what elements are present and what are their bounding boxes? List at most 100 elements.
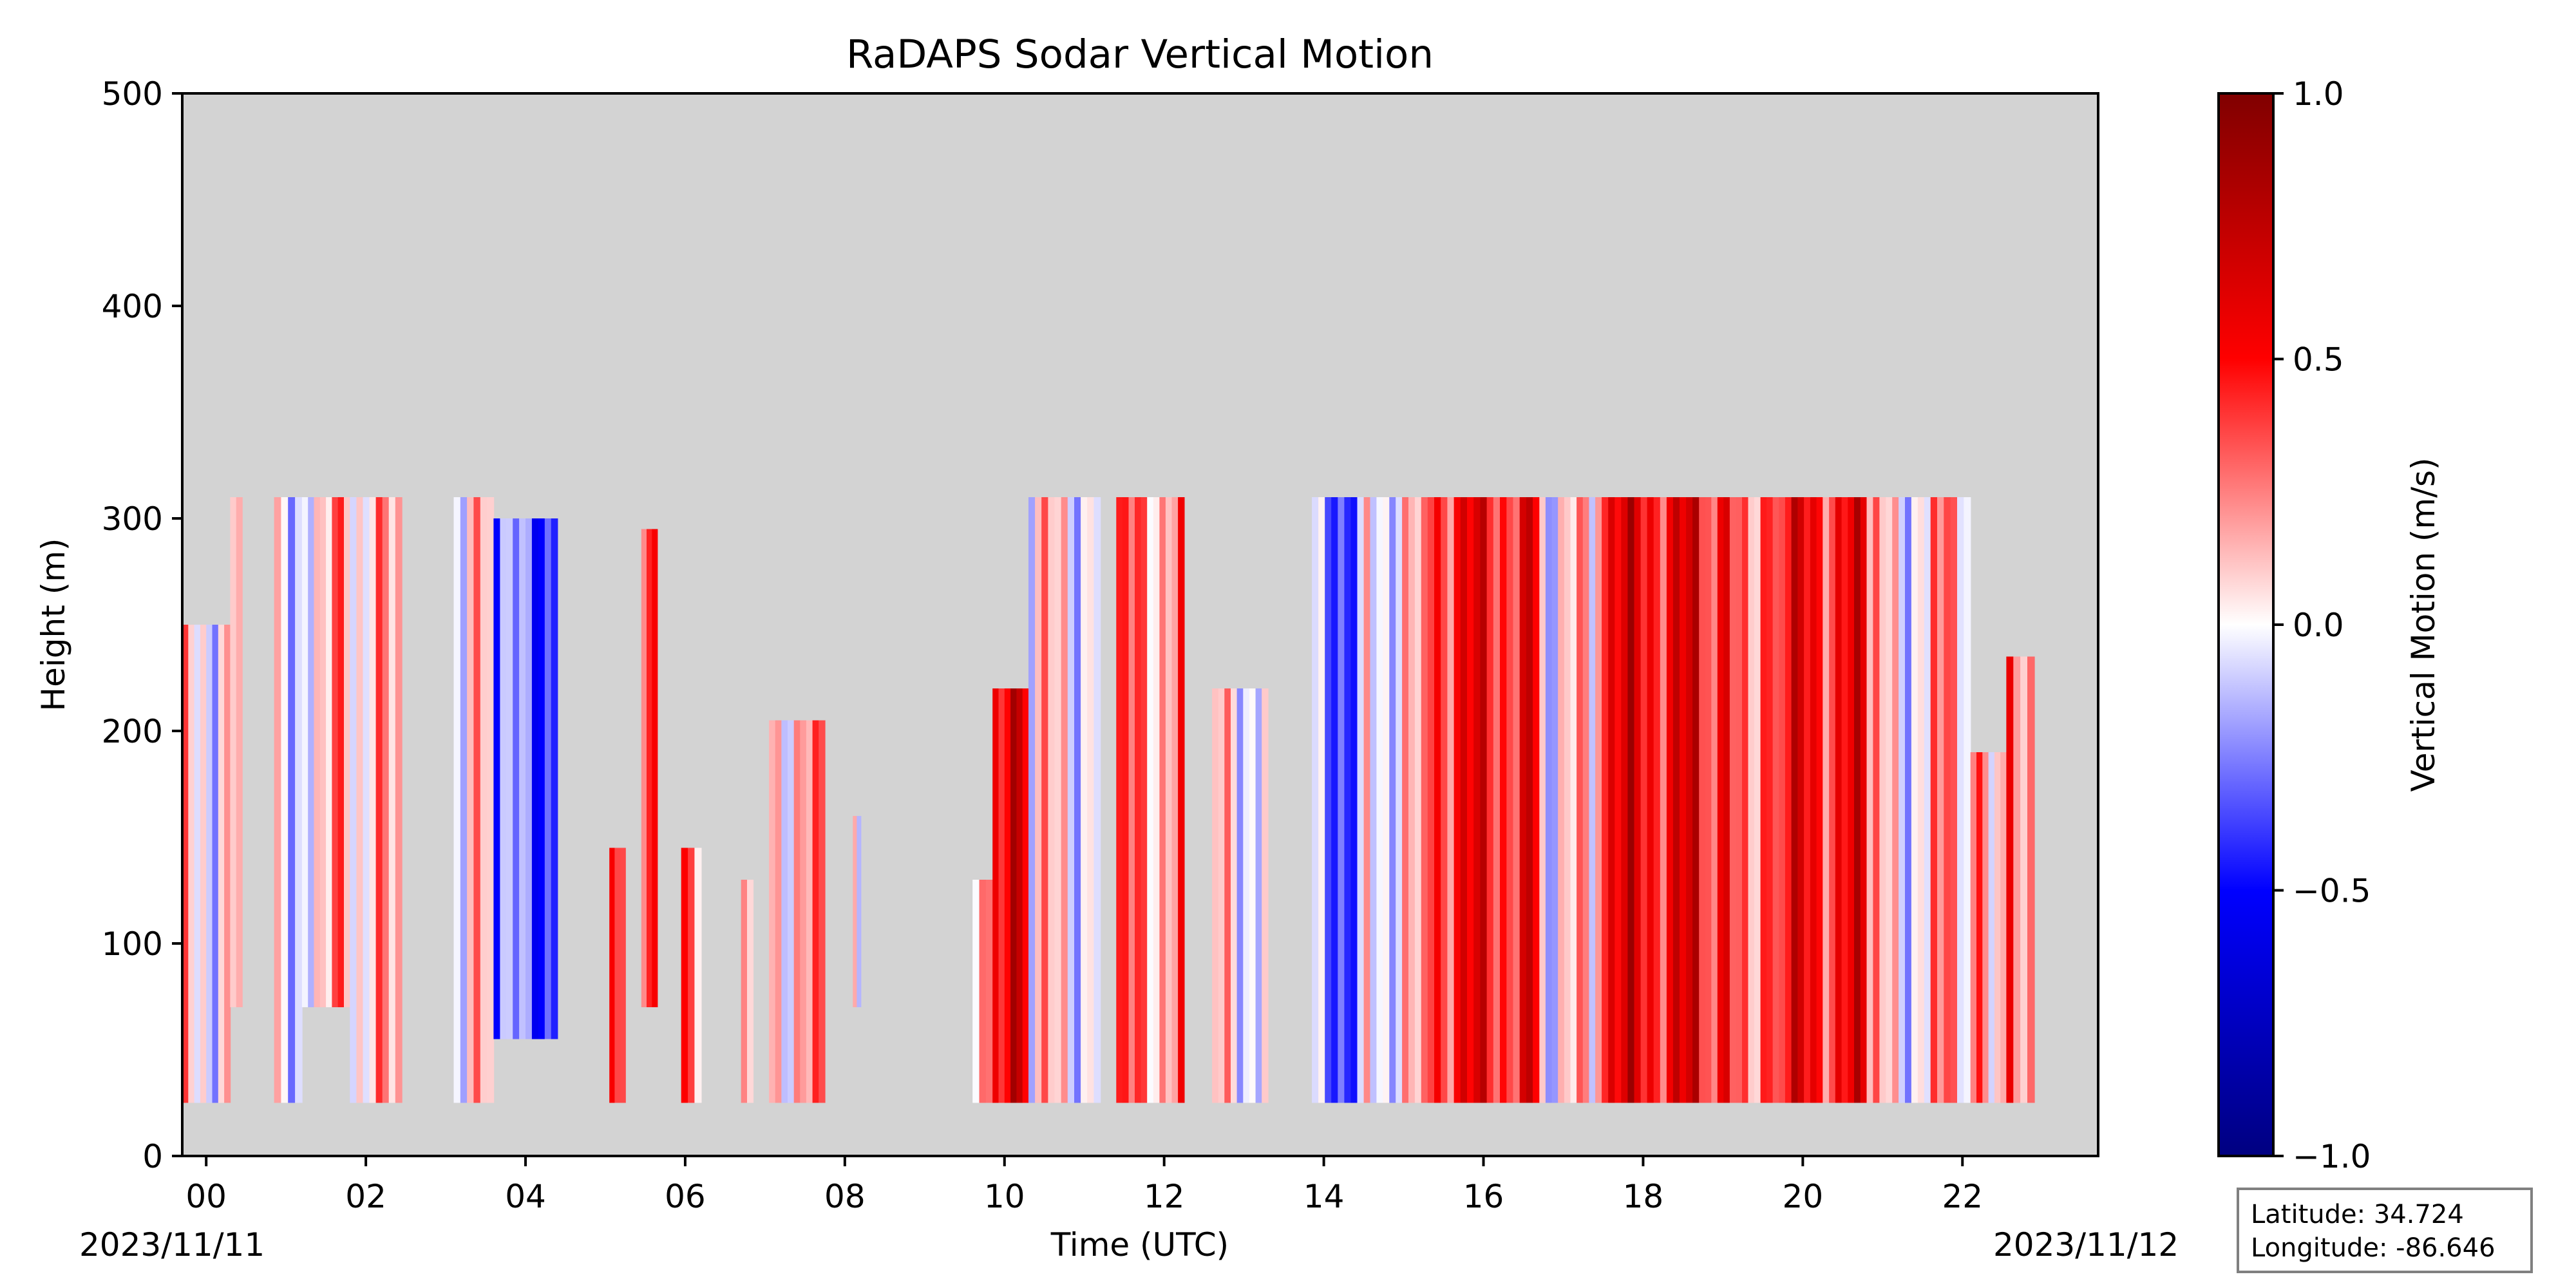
data-cell [506, 518, 513, 1039]
data-cell [1414, 497, 1422, 1103]
data-cell [806, 720, 813, 1103]
data-cell [1004, 688, 1011, 1103]
data-cell [1717, 497, 1725, 1103]
data-cell [1041, 497, 1049, 1103]
data-cell [1672, 497, 1680, 1103]
data-cell [230, 497, 237, 1007]
data-cell [1357, 497, 1365, 1103]
data-cell [1957, 497, 1965, 1103]
data-cell [369, 497, 377, 1103]
data-cell [1892, 497, 1899, 1103]
data-cell [281, 497, 289, 1103]
data-segment [1699, 497, 1779, 1103]
data-cell [1434, 497, 1441, 1103]
data-cell [1526, 497, 1533, 1103]
data-cell [1582, 497, 1590, 1103]
data-cell [1816, 497, 1824, 1103]
data-cell [1551, 497, 1558, 1103]
data-cell [1791, 497, 1799, 1103]
data-cell [2006, 656, 2014, 1103]
data-cell [1742, 497, 1749, 1103]
data-cell [609, 848, 616, 1103]
data-segment [493, 518, 558, 1039]
data-cell [1602, 497, 1609, 1103]
data-cell [1010, 688, 1018, 1103]
data-cell [775, 720, 782, 1103]
data-cell [647, 529, 653, 1007]
data-cell [1035, 497, 1042, 1103]
data-cell [681, 848, 688, 1103]
data-cell [551, 518, 558, 1039]
data-cell [694, 848, 702, 1103]
data-cell [375, 497, 383, 1103]
data-cell [1363, 497, 1371, 1103]
data-cell [1772, 497, 1779, 1103]
data-cell [1074, 497, 1081, 1103]
colorbar-tick-label: 0.0 [2293, 607, 2344, 644]
data-cell [1061, 497, 1068, 1103]
data-cell [1513, 497, 1520, 1103]
y-tick-label: 100 [102, 925, 163, 963]
data-cell [274, 497, 282, 1103]
x-axis: 00 02 04 06 08 10 12 14 16 18 20 22 [185, 1156, 1983, 1215]
data-cell [1427, 497, 1435, 1103]
data-cell [1094, 497, 1101, 1103]
data-cell [314, 497, 321, 1007]
data-cell [1262, 688, 1269, 1103]
y-tick-label: 200 [102, 713, 163, 750]
data-cell [1950, 497, 1958, 1103]
data-segment [453, 497, 495, 1103]
data-segment [1028, 497, 1101, 1103]
data-cell [1147, 497, 1154, 1103]
data-cell [1736, 497, 1743, 1103]
data-cell [1122, 497, 1130, 1103]
data-cell [1970, 752, 1977, 1103]
data-cell [793, 720, 801, 1103]
data-cell [1376, 497, 1384, 1103]
data-cell [206, 625, 213, 1103]
data-cell [538, 518, 545, 1039]
data-cell [1748, 497, 1755, 1103]
data-cell [200, 625, 207, 1103]
data-cell [1829, 497, 1836, 1103]
data-cell [1705, 497, 1712, 1103]
data-cell [1224, 688, 1231, 1103]
data-cell [1067, 497, 1075, 1103]
data-cell [350, 497, 357, 1103]
data-cell [741, 880, 748, 1103]
data-cell [182, 625, 189, 1103]
data-cell [1810, 497, 1817, 1103]
x-tick-label: 06 [665, 1178, 706, 1215]
data-cell [1964, 497, 1971, 1103]
data-cell [1988, 752, 1995, 1103]
data-cell [1500, 497, 1507, 1103]
colorbar-tick-label: −1.0 [2293, 1138, 2371, 1175]
data-cell [1873, 497, 1880, 1103]
data-cell [819, 720, 826, 1103]
data-cell [1692, 497, 1700, 1103]
data-cell [1797, 497, 1804, 1103]
data-cell [382, 497, 390, 1103]
data-cell [1835, 497, 1842, 1103]
data-cell [1589, 497, 1596, 1103]
data-segment [230, 497, 243, 1007]
data-cell [1729, 497, 1737, 1103]
data-cell [1860, 497, 1868, 1103]
data-cell [2020, 656, 2028, 1103]
data-cell [769, 720, 776, 1103]
data-cell [1841, 497, 1849, 1103]
data-cell [1519, 497, 1527, 1103]
data-cell [1325, 497, 1332, 1103]
data-cell [295, 497, 303, 1103]
data-segment [2006, 656, 2035, 1103]
y-axis-label: Height (m) [35, 538, 72, 712]
data-cell [453, 497, 461, 1103]
data-cell [301, 497, 308, 1007]
data-segment [182, 625, 231, 1103]
data-cell [788, 720, 795, 1103]
x-tick-label: 20 [1783, 1178, 1824, 1215]
data-segment [1595, 497, 1700, 1103]
data-segment [350, 497, 402, 1103]
data-segment [769, 720, 826, 1103]
data-cell [1640, 497, 1648, 1103]
